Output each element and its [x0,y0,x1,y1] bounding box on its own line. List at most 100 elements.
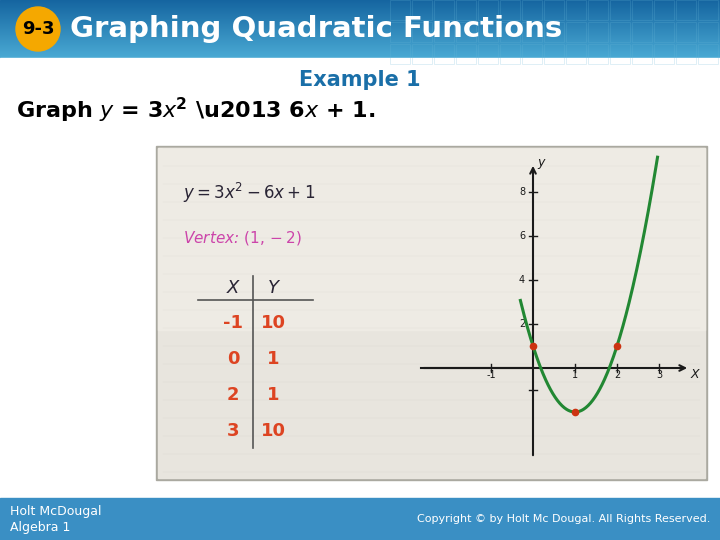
Bar [654,44,674,64]
Bar [158,148,705,329]
Bar [698,44,718,64]
Text: 6: 6 [519,231,525,241]
Bar [0,14,720,15]
Bar [0,41,720,42]
Bar [0,12,720,13]
Bar [456,44,476,64]
Bar [412,0,432,20]
Bar [456,22,476,42]
Bar [434,44,454,64]
Bar [0,45,720,46]
Bar [0,39,720,40]
Bar [522,44,542,64]
Bar [0,58,720,498]
Bar [544,0,564,20]
Bar [0,55,720,56]
Bar [610,22,630,42]
Bar [654,0,674,20]
Bar [0,40,720,41]
Bar [0,6,720,7]
Bar [0,32,720,33]
Text: 1: 1 [266,350,279,368]
Bar [0,50,720,51]
Bar [500,44,520,64]
Bar [390,44,410,64]
Bar [478,22,498,42]
Bar [0,15,720,16]
Bar [0,498,720,540]
Bar [478,44,498,64]
Circle shape [16,7,60,51]
Text: Graphing Quadratic Functions: Graphing Quadratic Functions [70,15,562,43]
Text: 10: 10 [261,314,286,332]
Bar [610,44,630,64]
Bar [0,5,720,6]
Text: -1: -1 [486,370,496,380]
Bar [698,22,718,42]
Text: X: X [690,368,699,381]
Bar [0,11,720,12]
Bar [0,13,720,14]
Bar [544,44,564,64]
Bar [0,25,720,26]
Bar [0,29,720,30]
Text: Copyright © by Holt Mc Dougal. All Rights Reserved.: Copyright © by Holt Mc Dougal. All Right… [417,514,710,524]
Bar [0,54,720,55]
Bar [654,22,674,42]
Bar [632,22,652,42]
Text: -1: -1 [223,314,243,332]
Text: 10: 10 [261,422,286,440]
Bar [0,8,720,9]
Bar [0,7,720,8]
Text: 3: 3 [227,422,239,440]
Bar [0,20,720,21]
Text: 2: 2 [518,319,525,329]
Bar [434,22,454,42]
Bar [0,37,720,38]
Bar [0,47,720,48]
Text: 8: 8 [519,187,525,197]
Bar [478,0,498,20]
Bar [0,34,720,35]
Bar [0,30,720,31]
Bar [566,44,586,64]
Bar [500,22,520,42]
Bar [0,22,720,23]
Text: 0: 0 [227,350,239,368]
Bar [0,43,720,44]
Bar [0,9,720,10]
Bar [0,10,720,11]
Bar [0,23,720,24]
Text: 1: 1 [266,386,279,404]
Text: Graph $\mathbf{\mathit{y}}$ = 3$\mathbf{\mathit{x}}$$^{\mathbf{2}}$ \u2013 6$\ma: Graph $\mathbf{\mathit{y}}$ = 3$\mathbf{… [16,96,375,125]
Text: Vertex: $(1, -2)$: Vertex: $(1, -2)$ [183,229,302,247]
Bar [0,48,720,49]
Text: X: X [227,279,239,297]
Bar [0,21,720,22]
Bar [522,0,542,20]
Bar [0,28,720,29]
Bar [0,1,720,2]
Bar [0,49,720,50]
Bar [698,0,718,20]
Text: Holt McDougal: Holt McDougal [10,504,102,517]
Text: $y = 3x^2 - 6x + 1$: $y = 3x^2 - 6x + 1$ [183,181,315,205]
Bar [156,146,707,480]
Bar [0,31,720,32]
Bar [0,24,720,25]
Bar [0,42,720,43]
Bar [676,0,696,20]
Bar [588,0,608,20]
Bar [412,44,432,64]
Bar [412,22,432,42]
Bar [632,0,652,20]
Bar [0,56,720,57]
Bar [0,16,720,17]
Text: Example 1: Example 1 [300,70,420,90]
Text: Algebra 1: Algebra 1 [10,521,71,534]
Bar [0,52,720,53]
Bar [676,44,696,64]
Bar [500,0,520,20]
Bar [0,53,720,54]
Bar [390,22,410,42]
